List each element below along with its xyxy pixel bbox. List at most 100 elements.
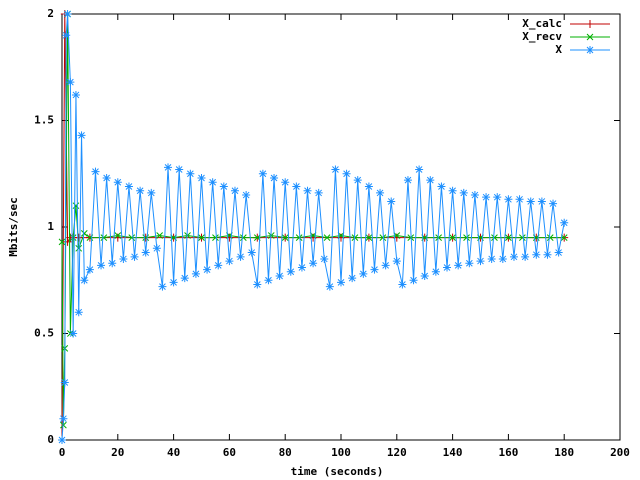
x-tick-label: 120 — [387, 446, 407, 459]
point-marker — [493, 193, 502, 202]
point-marker — [309, 259, 318, 268]
x-tick-label: 160 — [498, 446, 518, 459]
point-marker — [219, 182, 228, 191]
point-marker — [297, 263, 306, 272]
point-marker — [323, 234, 331, 242]
y-tick-label: 0 — [47, 433, 54, 446]
y-axis-label: Mbits/sec — [7, 197, 20, 257]
point-marker — [491, 234, 498, 242]
point-marker — [286, 267, 295, 276]
point-marker — [281, 178, 290, 187]
point-marker — [203, 265, 212, 274]
point-marker — [415, 165, 424, 174]
point-marker — [97, 261, 106, 270]
x-tick-label: 60 — [223, 446, 236, 459]
point-marker — [426, 176, 435, 185]
point-marker — [463, 234, 470, 242]
point-marker — [91, 167, 100, 176]
legend-marker — [586, 33, 594, 41]
point-marker — [435, 234, 443, 242]
point-marker — [66, 78, 75, 87]
point-marker — [518, 234, 526, 242]
point-marker — [482, 193, 491, 202]
point-marker — [158, 282, 167, 291]
point-marker — [225, 257, 234, 266]
point-marker — [102, 174, 111, 183]
point-marker — [152, 244, 161, 253]
point-marker — [169, 278, 178, 287]
point-marker — [69, 234, 77, 242]
legend-marker — [586, 20, 594, 28]
point-marker — [247, 248, 256, 257]
point-marker — [487, 254, 496, 263]
point-marker — [431, 267, 440, 276]
point-marker — [180, 274, 189, 283]
point-marker — [74, 308, 83, 317]
point-marker — [281, 234, 289, 242]
point-marker — [292, 182, 301, 191]
point-marker — [77, 131, 86, 140]
point-marker — [242, 191, 251, 200]
point-marker — [376, 188, 385, 197]
legend-label: X — [555, 43, 562, 56]
point-marker — [448, 186, 457, 195]
point-marker — [198, 234, 205, 242]
point-marker — [58, 436, 66, 444]
x-tick-label: 20 — [111, 446, 124, 459]
point-marker — [348, 274, 357, 283]
point-marker — [543, 250, 552, 259]
point-marker — [197, 174, 206, 183]
point-marker — [74, 233, 83, 242]
point-marker — [546, 234, 554, 242]
point-marker — [365, 234, 373, 242]
y-tick-label: 1 — [47, 220, 54, 233]
point-marker — [342, 169, 351, 178]
point-marker — [114, 232, 122, 239]
point-marker — [264, 276, 273, 285]
point-marker — [236, 252, 245, 261]
point-marker — [136, 186, 145, 195]
y-tick-label: 1.5 — [34, 114, 54, 127]
point-marker — [214, 261, 223, 270]
point-marker — [60, 378, 69, 387]
point-marker — [337, 278, 345, 287]
point-marker — [85, 265, 94, 274]
point-marker — [420, 271, 429, 280]
point-marker — [124, 182, 133, 191]
point-marker — [141, 248, 150, 257]
point-marker — [370, 265, 379, 274]
point-marker — [164, 163, 173, 172]
point-marker — [359, 269, 368, 278]
x-axis-label: time (seconds) — [291, 465, 384, 478]
point-marker — [379, 234, 387, 242]
point-marker — [398, 280, 407, 289]
point-marker — [156, 232, 164, 239]
x-tick-label: 100 — [331, 446, 351, 459]
point-marker — [208, 178, 217, 187]
point-marker — [476, 257, 485, 266]
point-marker — [465, 259, 474, 268]
point-marker — [454, 261, 463, 270]
point-marker — [325, 282, 334, 291]
x-tick-label: 80 — [279, 446, 292, 459]
point-marker — [437, 182, 446, 191]
point-marker — [128, 234, 136, 242]
point-marker — [69, 329, 78, 338]
point-marker — [331, 165, 340, 174]
point-marker — [381, 261, 390, 270]
x-tick-label: 200 — [610, 446, 630, 459]
point-marker — [239, 234, 247, 242]
x-tick-label: 0 — [59, 446, 66, 459]
point-marker — [549, 199, 558, 208]
point-marker — [80, 230, 88, 237]
point-marker — [275, 271, 284, 280]
point-marker — [75, 244, 83, 252]
point-marker — [505, 234, 512, 242]
legend-label: X_recv — [522, 30, 562, 43]
point-marker — [498, 254, 507, 263]
point-marker — [72, 202, 80, 210]
y-tick-label: 0.5 — [34, 327, 54, 340]
point-marker — [59, 414, 68, 423]
point-marker — [504, 195, 513, 204]
